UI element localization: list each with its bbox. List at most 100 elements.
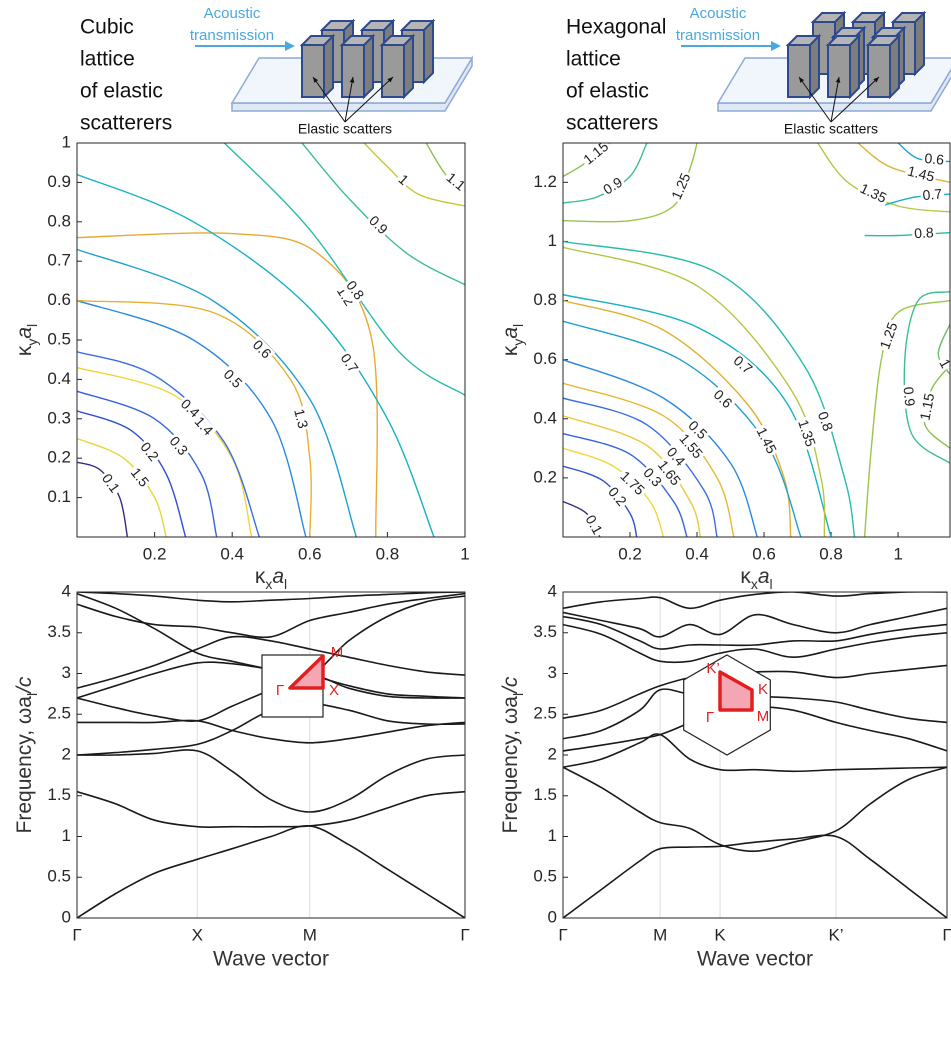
y-tick-label: 0.5 (47, 329, 71, 348)
caption-line: Hexagonal (566, 16, 666, 39)
y-tick-label: 3.5 (533, 622, 557, 641)
source-label: Acoustic (690, 5, 747, 22)
contour-label-bg (683, 416, 711, 445)
contour-label-bg (855, 180, 891, 208)
contour-line (903, 291, 950, 464)
plot-frame (76, 591, 466, 919)
pointer-arrow (830, 76, 880, 123)
axis-label: κyal (13, 324, 40, 356)
contour-line (563, 246, 826, 537)
scatterer-side (423, 18, 434, 85)
contour-label-bg (728, 351, 757, 380)
y-tick-label: 0.5 (533, 867, 557, 886)
contour-label-bg (934, 355, 950, 374)
contour-label-group: 0.8 (812, 407, 837, 436)
contour-label-bg (175, 395, 204, 423)
axis-label-part: κ (499, 345, 522, 356)
band-line (77, 635, 465, 689)
band-line (77, 790, 465, 828)
axis-label-subscript: x (751, 576, 758, 592)
axis-label-subscript: y (510, 339, 526, 346)
contour-label-bg (189, 412, 217, 441)
inset-label: K’ (706, 660, 719, 677)
axis-label-part: /c (499, 676, 522, 695)
y-tick-label: 1.5 (533, 785, 557, 804)
contour-label-bg (393, 170, 413, 191)
caption-line: of elastic (80, 80, 163, 103)
x-tick-label: 0.4 (685, 544, 709, 563)
axis-label-subscript: x (265, 576, 272, 592)
axis-label-part: κ (13, 345, 36, 356)
y-tick-label: 0.8 (533, 290, 557, 309)
axis-label-subscript: l (770, 576, 773, 592)
y-tick-label: 0.6 (533, 349, 557, 368)
band-line (563, 592, 947, 610)
contour-label: 1.3 (291, 407, 311, 430)
axis-label-subscript: l (510, 324, 526, 327)
contour-line (863, 299, 950, 537)
contour-label-bg (135, 438, 163, 467)
axis-label-subscript: l (24, 324, 40, 327)
contour-label-group: 1.35 (793, 416, 819, 451)
pointer-arrowhead (349, 77, 355, 83)
irreducible-zone (288, 654, 325, 690)
contour-label-group: 1.15 (917, 390, 939, 424)
contour-label-group: 0.9 (899, 384, 918, 410)
y-tick-label: 1.2 (533, 172, 557, 191)
y-tick-label: 2 (548, 744, 557, 763)
caption-line: of elastic (566, 80, 649, 103)
pointer-arrowhead (873, 77, 879, 83)
contour-label-bg (614, 467, 649, 501)
scatterer-front (827, 44, 851, 98)
scatterer-front (381, 44, 405, 98)
plot-frame (76, 142, 466, 538)
axis-label-part: Frequency, ωa (13, 696, 36, 834)
pointer-arrowhead (835, 77, 841, 83)
contour-line (857, 143, 950, 183)
contour-label-group: 1 (934, 355, 950, 374)
x-tick-label: K (714, 925, 726, 944)
band-line (563, 615, 947, 650)
contour-label-bg (441, 168, 465, 197)
x-tick-label: K’ (828, 925, 843, 944)
x-tick-label: 0.2 (618, 544, 642, 563)
contour-label-bg (247, 335, 276, 364)
axis-label-subscript: y (24, 339, 40, 346)
scatterer-front (867, 44, 891, 98)
x-tick-label: Γ (72, 925, 81, 944)
band-line (77, 824, 465, 918)
x-tick-label: X (192, 925, 203, 944)
contour-label-bg (661, 443, 689, 472)
y-tick-label: 2 (62, 744, 71, 763)
inset-label: K (758, 681, 768, 698)
contour-label: 1.15 (917, 392, 938, 422)
inset-label: M (757, 708, 770, 725)
x-tick-label: 1 (460, 544, 469, 563)
axis-label-part: a (499, 327, 522, 339)
inset-label: Γ (276, 682, 284, 699)
transmission-arrowhead (771, 41, 781, 51)
contour-label-bg (331, 282, 358, 311)
irreducible-zone (718, 670, 754, 712)
contour-label: 0.8 (815, 409, 837, 433)
x-tick-label: 0.2 (143, 544, 167, 563)
band-line (77, 592, 465, 603)
x-tick-label: 0.6 (752, 544, 776, 563)
y-tick-label: 0.3 (47, 408, 71, 427)
pointer-arrowhead (799, 77, 805, 83)
contour-label-bg (903, 163, 938, 187)
contour-label-bg (341, 276, 368, 305)
plot-frame (562, 591, 948, 919)
y-tick-label: 0.7 (47, 251, 71, 270)
x-tick-label: 0.4 (220, 544, 244, 563)
axis-label: κxal (255, 565, 287, 592)
y-tick-label: 1.5 (47, 785, 71, 804)
y-tick-label: 2.5 (47, 704, 71, 723)
contour-label-bg (289, 405, 311, 433)
y-tick-label: 3 (62, 663, 71, 682)
scatterer-side (363, 33, 374, 100)
contour-label-bg (637, 463, 666, 492)
contour-label-bg (674, 429, 707, 464)
axis-label-subscript: l (24, 693, 40, 696)
contour-label-group: 0.8 (911, 224, 937, 243)
